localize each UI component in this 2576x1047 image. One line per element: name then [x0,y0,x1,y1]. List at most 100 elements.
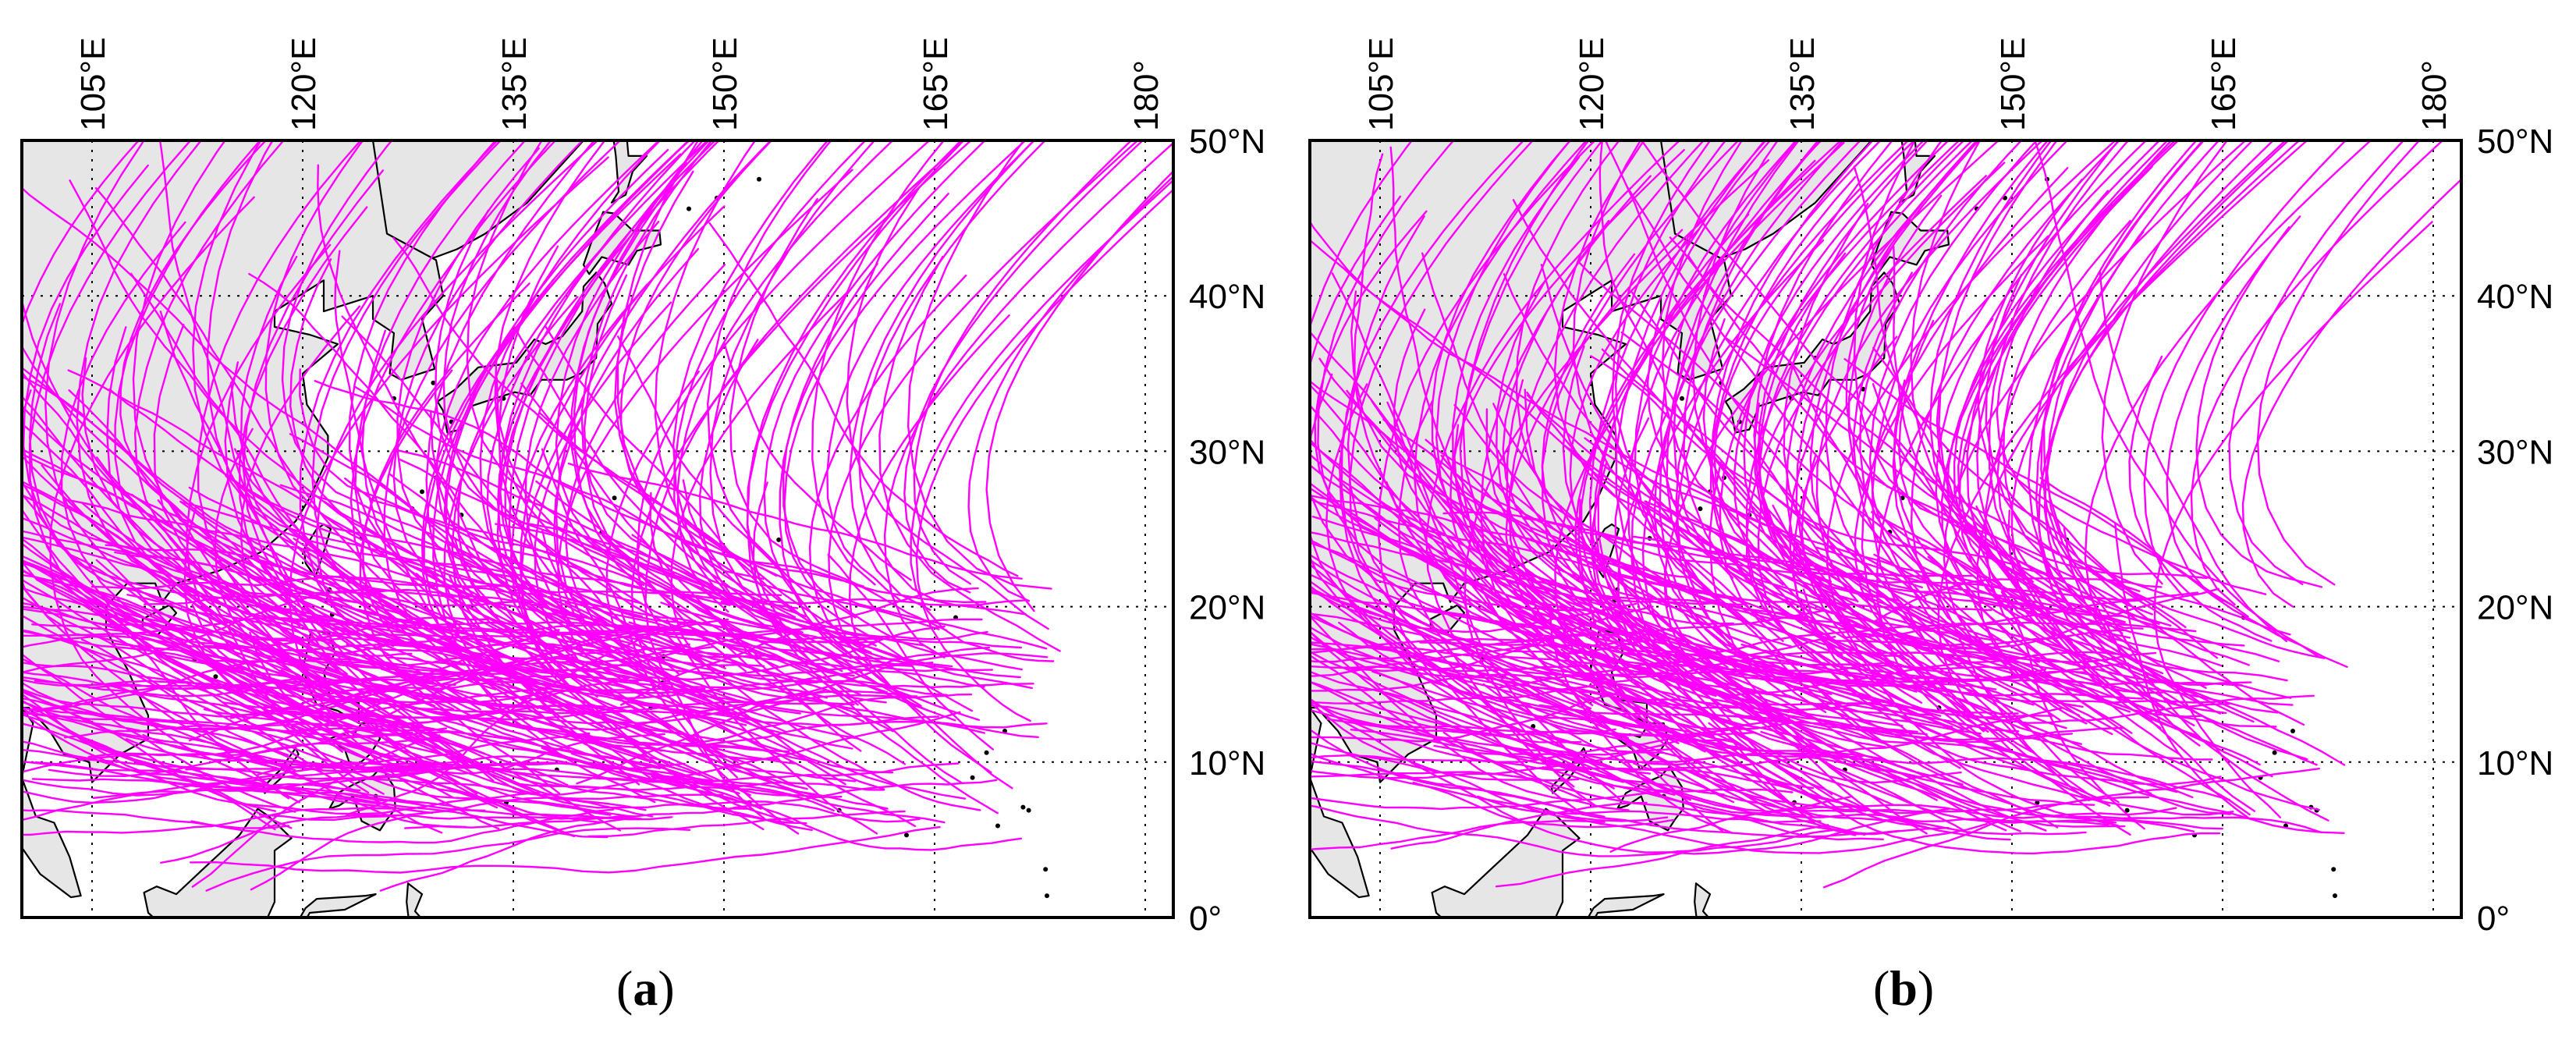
typhoon-track [191,734,441,888]
map-panel-a: 105°E 120°E 135°E 150°E 165°E 180° 50°N 40°N 30°… [20,37,1265,938]
typhoon-track [1310,373,1807,817]
typhoon-track [1310,494,1687,589]
typhoon-track [302,606,560,794]
typhoon-track [580,140,796,619]
latitude-tick-label: 30°N [1189,433,1265,471]
typhoon-track [1927,685,2315,704]
typhoon-track [22,395,313,658]
typhoon-track [1623,752,2230,801]
track-map-a: 105°E 120°E 135°E 150°E 165°E 180° 50°N 40°N 30°… [20,37,1265,938]
longitude-tick-label: 120°E [285,37,323,131]
landmass [1310,706,1370,899]
typhoon-track [1740,644,2129,682]
typhoon-track [2010,140,2287,625]
typhoon-track [2190,140,2444,606]
typhoon-track [498,245,726,669]
typhoon-track [1893,379,2180,755]
typhoon-track [555,140,772,651]
island-speck [1045,893,1049,899]
typhoon-track [670,291,981,811]
longitude-tick-label: 150°E [706,37,744,131]
latitude-tick-label: 50°N [1189,122,1265,161]
typhoon-track [1724,336,2160,625]
typhoon-track [1515,140,1805,619]
typhoon-track [1646,140,1878,587]
typhoon-track [1519,583,1964,786]
typhoon-track [1757,140,1929,602]
typhoon-track [1310,679,1634,705]
typhoon-track [1505,600,2030,683]
typhoon-track [126,738,612,816]
caption-close-paren: ) [658,960,675,1016]
island-speck [1680,396,1684,401]
typhoon-track [826,140,1036,602]
typhoon-track [1861,167,2131,836]
caption-close-paren: ) [1917,960,1935,1016]
caption-open-paren: ( [1873,960,1890,1016]
typhoon-track [435,633,985,688]
typhoon-track [509,506,925,647]
typhoon-track [1570,753,1914,822]
typhoon-track [1653,140,1868,688]
island-speck [776,537,782,542]
typhoon-track [1852,272,2120,804]
typhoon-track [1843,358,2249,618]
typhoon-track [1310,383,1594,707]
typhoon-track [479,140,894,733]
typhoon-track [22,740,434,815]
island-speck [2331,867,2336,872]
typhoon-track [1843,591,2198,639]
typhoon-track [1491,478,2047,682]
typhoon-track [443,148,776,658]
typhoon-track [191,603,654,818]
typhoon-track [1563,445,2088,694]
typhoon-track [499,140,765,706]
typhoon-track [1871,511,2207,708]
typhoon-track [238,206,470,768]
typhoon-track [520,283,857,783]
island-speck [995,823,1000,829]
typhoon-track [1815,546,2126,623]
typhoon-track [22,657,296,772]
typhoon-track [1907,611,2231,815]
typhoon-track [1449,149,1685,744]
typhoon-track [1310,819,1606,851]
typhoon-track [31,623,662,752]
longitude-tick-label: 150°E [1994,37,2032,131]
track-map-b: 105°E 120°E 135°E 150°E 165°E 180° 50°N 40°N 30°… [1308,37,2553,938]
typhoon-track [281,140,643,618]
typhoon-track [2084,140,2372,675]
typhoon-track [2241,178,2461,608]
typhoon-track [29,140,300,676]
typhoon-track [158,140,569,786]
typhoon-track [22,707,448,732]
typhoon-track [1687,254,2291,636]
typhoon-track [22,538,349,726]
typhoon-track [1431,140,1885,685]
typhoon-track [587,810,906,838]
typhoon-track [1310,219,2084,708]
caption-letter: a [633,960,658,1016]
typhoon-track [846,186,1049,630]
typhoon-track [1310,680,1574,767]
landmass [299,893,377,917]
typhoon-track [1702,318,1923,704]
typhoon-track [22,760,609,839]
typhoon-track [1310,752,1669,822]
typhoon-track [620,587,979,706]
island-speck [904,832,909,838]
typhoon-track [1873,553,2223,667]
typhoon-track [1512,199,1985,733]
typhoon-track [1853,165,2255,723]
typhoon-track [508,140,747,726]
typhoon-track [1873,577,2163,623]
typhoon-track [399,458,804,634]
island-speck [213,674,218,680]
typhoon-track [1560,648,1895,806]
typhoon-track [1708,461,2124,744]
typhoon-track [2099,270,2287,642]
typhoon-track [666,619,878,835]
landmass [2082,78,2152,125]
typhoon-track [513,325,863,673]
